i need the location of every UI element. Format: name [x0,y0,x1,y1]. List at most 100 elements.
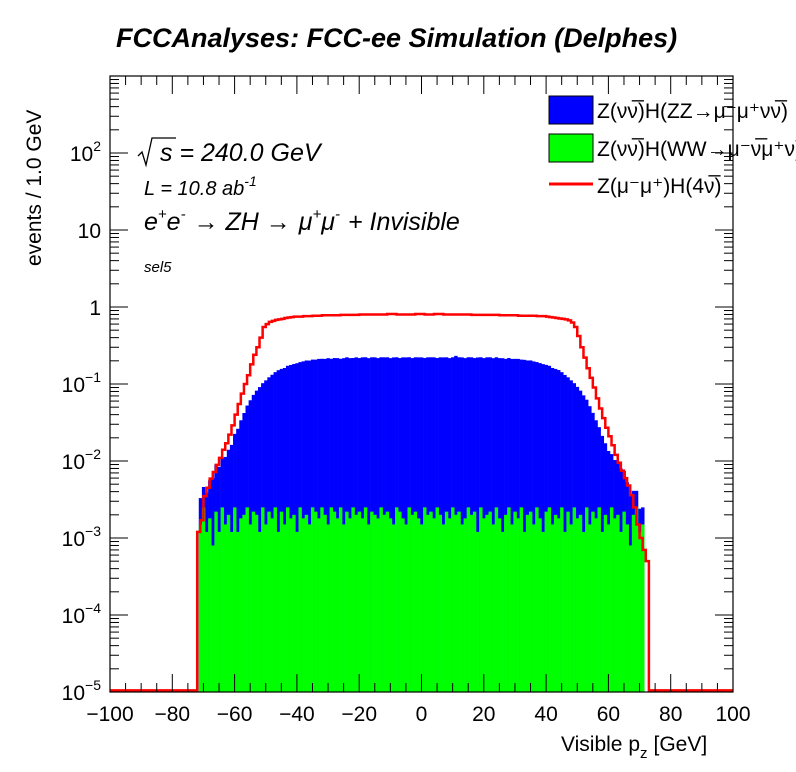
bar-ww-40 [323,514,327,692]
bar-ww-135 [619,531,623,692]
selection-label: sel5 [144,259,172,276]
x-tick-labels: −100 −80 −60 −40 −20 0 20 40 60 80 100 [86,703,750,726]
bar-ww-68 [410,514,415,692]
bar-ww-5 [214,511,218,692]
process-invisible: + Invisible [348,208,460,236]
bar-ww-36 [310,507,315,692]
line-mumu [110,312,733,692]
bar-ww-62 [391,524,396,692]
x-tick-label: −20 [341,703,377,726]
bar-ww-45 [338,507,343,692]
bar-ww-89 [476,531,480,692]
bar-ww-50 [354,514,358,692]
bar-ww-73 [426,514,430,692]
bar-ww-136 [622,511,626,692]
bar-ww-31 [295,531,299,692]
bar-ww-11 [233,507,237,692]
y-tick-label: 10 [78,220,101,243]
x-axis-ticks [109,76,734,692]
bar-ww-111 [544,511,548,692]
bar-ww-97 [500,531,505,692]
bar-ww-103 [519,507,524,692]
bar-ww-102 [516,518,520,692]
bar-ww-54 [366,524,371,692]
bar-ww-107 [532,524,536,692]
bar-ww-109 [538,518,542,692]
bar-ww-7 [220,507,224,692]
bar-ww-118 [566,511,570,692]
bar-ww-15 [245,507,249,692]
bar-ww-14 [242,514,246,692]
bar-ww-32 [298,507,302,692]
y-tick-label: 10−5 [62,677,102,705]
bar-ww-57 [376,518,380,692]
y-axis-label: events / 1.0 GeV [23,110,46,266]
process-sup1: + [158,206,167,223]
bar-ww-105 [525,514,530,692]
bar-ww-74 [429,511,433,692]
bar-zz-31 [295,363,299,692]
bar-ww-51 [357,511,362,692]
x-tick-label: −60 [217,703,253,726]
bar-ww-93 [488,511,492,692]
process-label: e+e- → ZH → μ+μ- + Invisible [144,206,460,236]
bar-ww-131 [606,524,611,692]
bar-ww-116 [560,507,564,692]
bar-ww-4 [211,545,215,692]
legend-label-ww: Z(νν̅)H(WW→μ⁻ν̅μ⁺ν) [597,138,796,161]
bar-ww-46 [342,524,346,692]
bar-ww-115 [557,518,561,692]
x-tick-label: 80 [659,703,682,726]
bar-ww-2 [205,531,209,692]
bar-ww-30 [292,514,296,692]
bar-ww-122 [578,514,583,692]
x-tick-label: 0 [416,703,428,726]
bar-ww-56 [373,514,377,692]
x-axis-label-unit: [GeV] [654,733,708,756]
process-sup4: - [335,206,340,223]
process-mu2: μ [320,208,335,236]
bar-ww-82 [454,514,458,692]
legend-label-zz: Z(νν̅)H(ZZ→μ⁻μ⁺νν̅) [597,100,788,123]
bar-ww-35 [307,524,312,692]
bar-ww-85 [463,518,467,692]
bar-ww-84 [460,524,464,692]
bar-ww-24 [273,507,277,692]
bar-ww-37 [314,511,318,692]
bar-ww-70 [416,518,421,692]
bar-ww-48 [348,518,352,692]
bar-ww-64 [398,511,402,692]
bar-zz-104 [522,359,527,692]
bar-ww-90 [479,507,483,692]
bar-ww-127 [594,518,598,692]
bar-ww-34 [304,514,309,692]
bar-ww-140 [634,507,639,692]
bar-ww-80 [447,518,452,692]
bar-ww-101 [513,511,517,692]
bar-ww-77 [438,514,443,692]
bar-ww-1 [201,507,206,692]
bar-ww-41 [326,524,330,692]
bar-ww-59 [382,514,386,692]
bar-ww-39 [320,507,324,692]
bar-ww-27 [282,524,287,692]
x-tick-label: −80 [154,703,190,726]
sqrt-symbol-icon [137,137,176,168]
bar-ww-25 [276,531,281,692]
y-tick-label: 10−2 [62,446,102,474]
sqrt-s-label: s = 240.0 GeV [160,139,323,167]
luminosity-label: L = 10.8 ab-1 [144,173,257,200]
bar-ww-113 [550,524,555,692]
bar-ww-60 [385,511,390,692]
bar-ww-53 [363,507,368,692]
bar-ww-17 [251,511,256,692]
bar-ww-26 [279,511,284,692]
bar-ww-133 [613,518,617,692]
process-sup3: + [313,206,322,223]
bar-ww-28 [285,507,290,692]
bar-ww-44 [335,518,340,692]
bar-ww-91 [482,518,486,692]
process-sup2: - [181,206,186,223]
bar-ww-43 [332,511,337,692]
